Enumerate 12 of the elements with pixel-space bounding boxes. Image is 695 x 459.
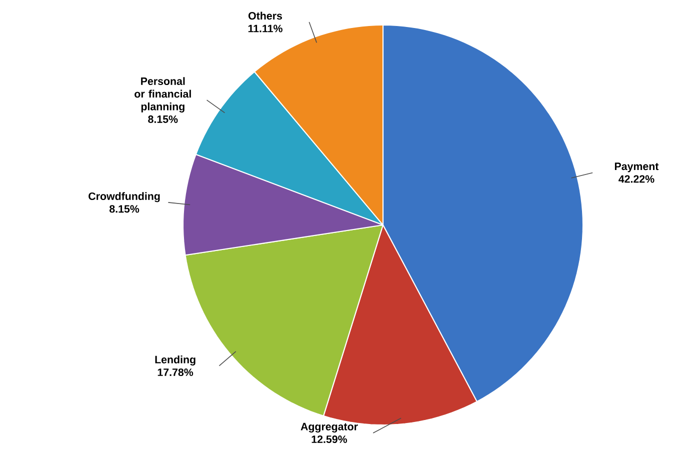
data-label: 42.22% (618, 175, 654, 183)
data-label: 8.15% (110, 205, 140, 213)
slice-label: Crowdfunding (88, 192, 160, 202)
data-label: 12.59% (312, 435, 348, 444)
slice-label: Payment (614, 162, 659, 172)
data-label: 8.15% (148, 115, 178, 123)
slice-label: Aggregator (300, 422, 358, 433)
slice-label: Personal or financial planning (134, 77, 191, 112)
slice-label: Lending (155, 356, 196, 366)
slice-label: Others (248, 12, 282, 20)
data-label: 17.78% (158, 368, 194, 376)
data-label: 11.11% (248, 24, 282, 32)
